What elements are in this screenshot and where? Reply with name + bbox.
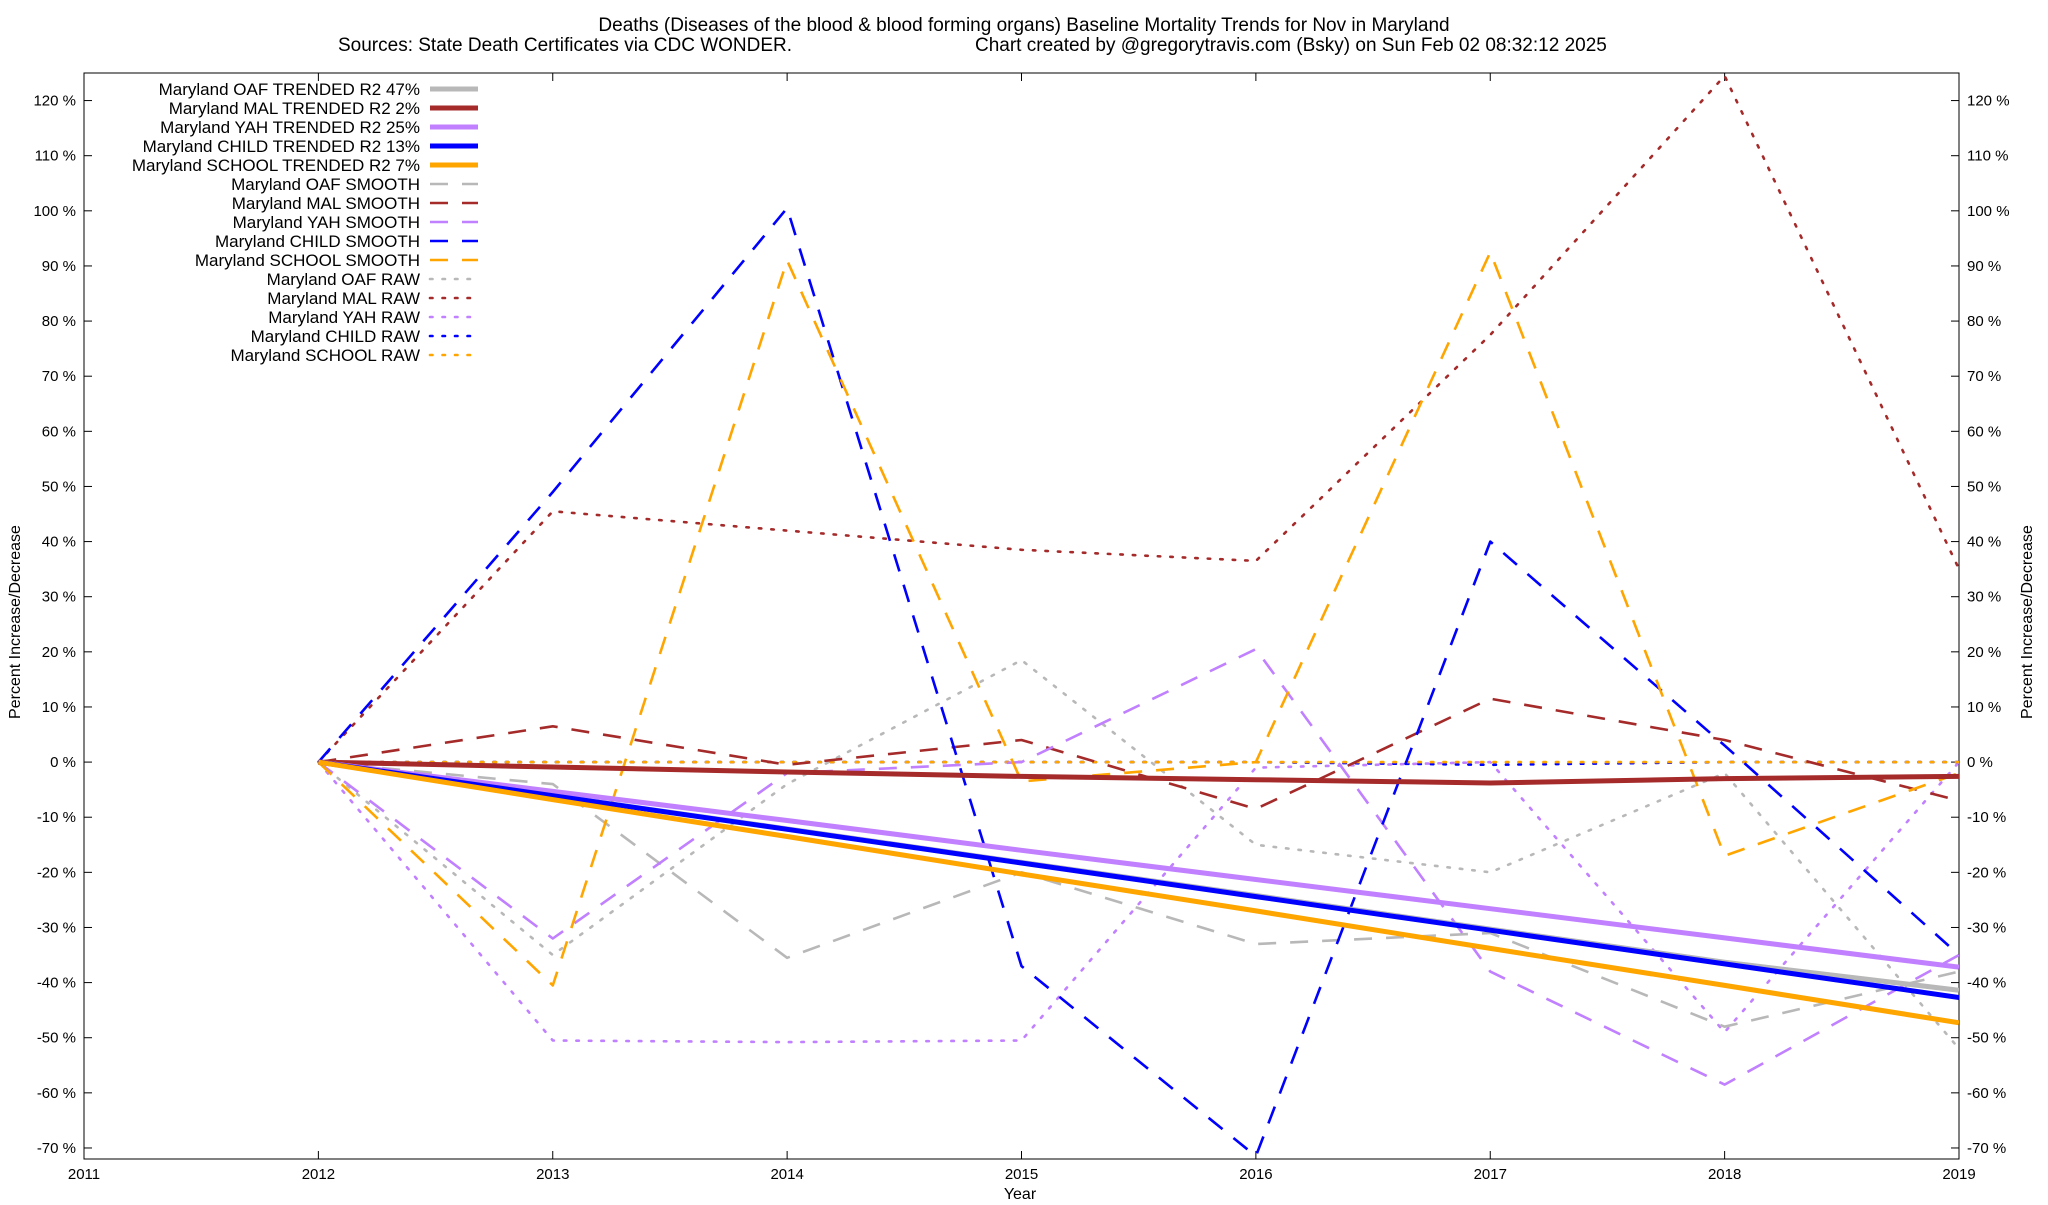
y-tick-label-right: 90 % [1967,258,2001,275]
y-tick-label-right: 120 % [1967,93,2010,110]
y-tick-label-right: -30 % [1967,919,2006,936]
chart-title: Deaths (Diseases of the blood & blood fo… [598,15,1449,36]
y-tick-label-left: 60 % [42,423,76,440]
legend-entry-label: Maryland CHILD RAW [251,327,420,346]
legend-entry-label: Maryland MAL TRENDED R2 2% [169,99,420,118]
y-tick-label-left: -70 % [37,1140,76,1157]
y-axis-label-left: Percent Increase/Decrease [7,525,24,719]
y-tick-label-left: -20 % [37,864,76,881]
axis-ticks: 2011 2012 2013 2014 2015 2016 2017 2018 2019 120 … [33,73,2010,1183]
legend-entry-label: Maryland YAH RAW [268,308,420,327]
y-tick-label-left: 10 % [42,699,76,716]
y-tick-label-right: 80 % [1967,313,2001,330]
y-tick-label-left: 120 % [33,93,76,110]
y-tick-label-left: -40 % [37,975,76,992]
series-line-smooth-7 [317,647,1959,1086]
y-tick-label-right: -40 % [1967,975,2006,992]
y-tick-label-left: 20 % [42,644,76,661]
chart-subtitle-credit: Chart created by @gregorytravis.com (Bsk… [975,35,1607,56]
y-tick-label-left: 0 % [50,754,76,771]
series-lines [317,74,1959,1158]
x-tick-label: 2018 [1708,1166,1741,1183]
y-tick-label-left: -50 % [37,1030,76,1047]
y-tick-label-right: 100 % [1967,203,2010,220]
y-tick-label-left: -60 % [37,1085,76,1102]
series-line-smooth-5 [318,760,1959,1028]
legend-entry-label: Maryland YAH SMOOTH [233,213,420,232]
y-tick-label-left: 110 % [35,148,76,165]
series-line-smooth-6 [318,697,1959,811]
series-line-raw-10 [317,658,1959,1050]
series-line-trend-2 [318,759,1959,970]
legend-entry-label: Maryland SCHOOL TRENDED R2 7% [132,156,420,175]
legend-entry-label: Maryland OAF SMOOTH [231,175,420,194]
y-tick-label-left: -30 % [37,919,76,936]
y-tick-label-right: 10 % [1967,699,2001,716]
x-tick-label: 2011 [68,1166,100,1183]
y-tick-label-right: 0 % [1967,754,1993,771]
x-tick-label: 2013 [536,1166,569,1183]
y-tick-label-right: -50 % [1967,1030,2006,1047]
y-tick-label-right: 20 % [1967,644,2001,661]
y-tick-label-left: 100 % [33,203,76,220]
x-axis-label: Year [1004,1186,1037,1200]
y-tick-label-left: 80 % [42,313,76,330]
legend-entry-label: Maryland OAF RAW [267,270,420,289]
y-tick-label-right: 60 % [1967,423,2001,440]
y-tick-label-right: -70 % [1967,1140,2006,1157]
legend-entry-label: Maryland CHILD TRENDED R2 13% [143,137,420,156]
series-line-raw-12 [317,760,1959,1044]
legend: Maryland OAF TRENDED R2 47%Maryland MAL … [132,80,480,365]
series-line-trend-3 [318,759,1959,1000]
y-tick-label-right: -10 % [1967,809,2006,826]
y-tick-label-right: -20 % [1967,864,2006,881]
legend-entry-label: Maryland CHILD SMOOTH [215,232,420,251]
y-tick-label-left: -10 % [37,809,76,826]
y-tick-label-left: 30 % [42,589,76,606]
x-tick-label: 2017 [1474,1166,1507,1183]
series-line-raw-13 [317,760,1959,767]
series-line-trend-1 [318,759,1959,786]
y-tick-label-right: 50 % [1967,478,2001,495]
y-tick-label-right: 30 % [1967,589,2001,606]
legend-entry-label: Maryland SCHOOL SMOOTH [195,251,420,270]
x-tick-label: 2014 [770,1166,803,1183]
legend-entry-label: Maryland MAL RAW [267,289,420,308]
series-line-raw-11 [317,74,1959,764]
y-tick-label-right: 110 % [1967,148,2008,165]
y-tick-label-right: 40 % [1967,534,2001,551]
x-tick-label: 2019 [1942,1166,1975,1183]
series-line-smooth-9 [317,250,1959,987]
x-tick-label: 2012 [302,1166,335,1183]
series-line-trend-4 [318,759,1959,1026]
legend-entry-label: Maryland OAF TRENDED R2 47% [159,80,420,99]
y-tick-label-left: 70 % [42,368,76,385]
y-tick-label-right: 70 % [1967,368,2001,385]
x-tick-label: 2015 [1005,1166,1038,1183]
y-axis-label-right: Percent Increase/Decrease [2019,525,2036,719]
x-tick-label: 2016 [1239,1166,1272,1183]
legend-entry-label: Maryland MAL SMOOTH [232,194,420,213]
chart-subtitle-source: Sources: State Death Certificates via CD… [338,35,792,56]
y-tick-label-left: 40 % [42,534,76,551]
legend-entry-label: Maryland SCHOOL RAW [230,346,420,365]
y-tick-label-right: -60 % [1967,1085,2006,1102]
legend-entry-label: Maryland YAH TRENDED R2 25% [160,118,420,137]
series-line-smooth-8 [317,206,1959,1158]
y-tick-label-left: 90 % [42,258,76,275]
y-tick-label-left: 50 % [42,478,76,495]
